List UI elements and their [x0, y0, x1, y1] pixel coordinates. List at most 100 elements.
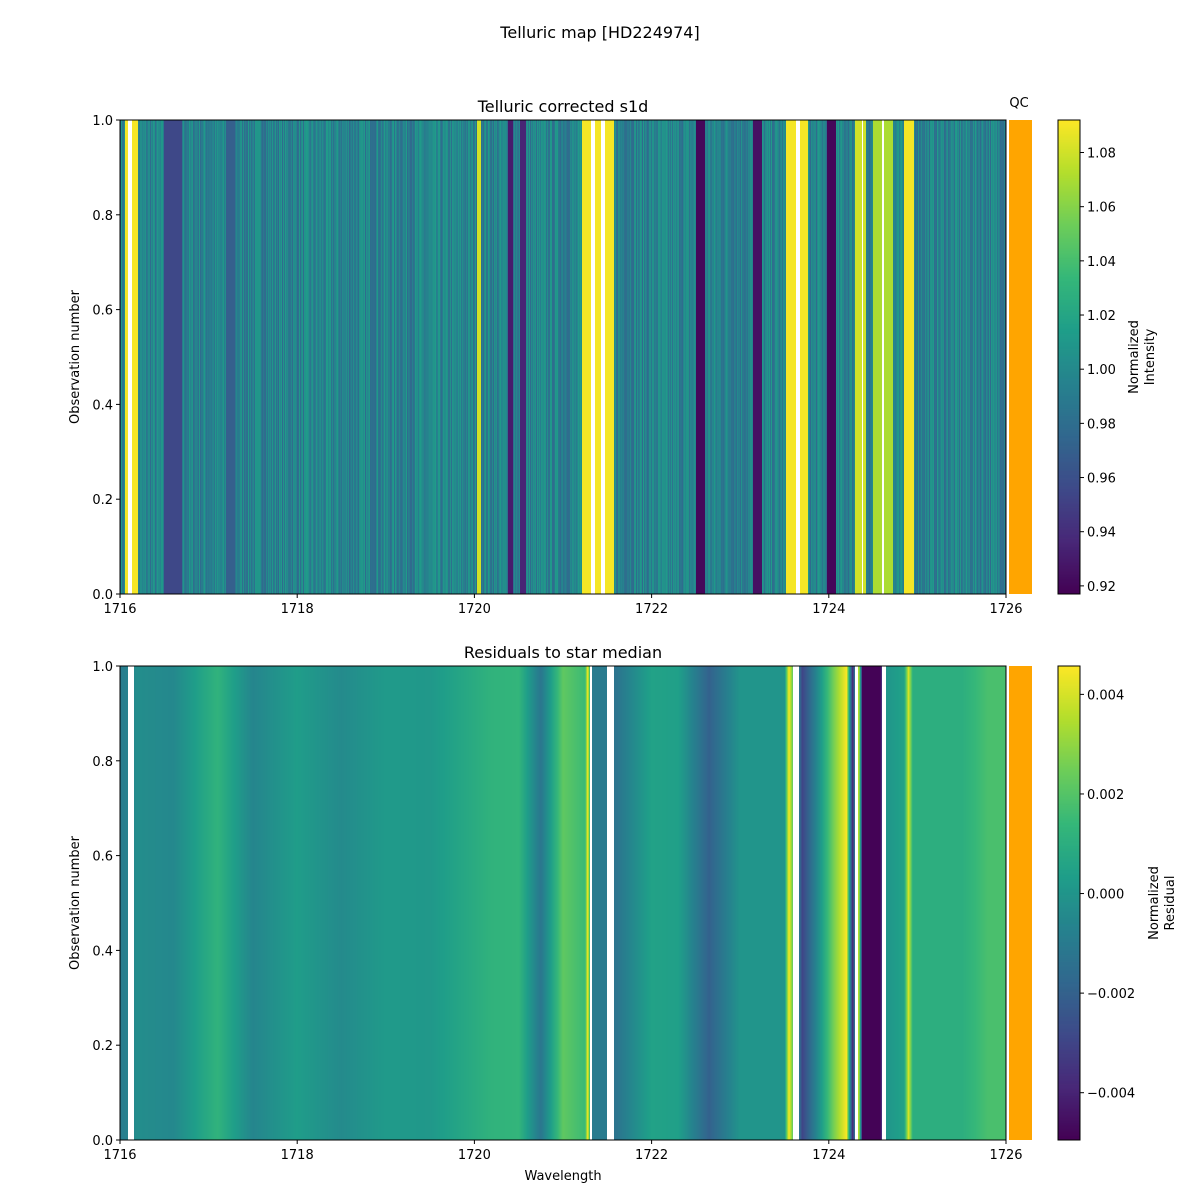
heatmap-column: [381, 666, 383, 1140]
heatmap-column: [401, 666, 403, 1140]
colorbar-segment: [1058, 586, 1080, 588]
heatmap-column: [773, 120, 775, 594]
heatmap-column: [206, 666, 208, 1140]
heatmap-column: [877, 666, 879, 1140]
heatmap-column: [811, 120, 813, 594]
colorbar-segment: [1058, 850, 1080, 852]
heatmap-column: [653, 120, 655, 594]
heatmap-column: [603, 666, 605, 1140]
heatmap-column: [611, 666, 613, 1140]
colorbar-segment: [1058, 143, 1080, 145]
colorbar-segment: [1058, 936, 1080, 938]
heatmap-column: [728, 666, 730, 1140]
heatmap-column: [825, 666, 827, 1140]
heatmap-column: [367, 666, 369, 1140]
heatmap-column: [205, 666, 207, 1140]
heatmap-column: [845, 666, 847, 1140]
colorbar-segment: [1058, 244, 1080, 246]
heatmap-column: [987, 120, 989, 594]
heatmap-column: [461, 666, 463, 1140]
heatmap-column: [391, 666, 393, 1140]
colorbar-segment: [1058, 372, 1080, 374]
colorbar-segment: [1058, 174, 1080, 176]
heatmap-column: [352, 666, 354, 1140]
heatmap-column: [570, 666, 572, 1140]
colorbar-segment: [1058, 694, 1080, 696]
colorbar-segment: [1058, 1082, 1080, 1084]
heatmap-column: [429, 120, 431, 594]
heatmap-column: [725, 120, 727, 594]
heatmap-column: [469, 120, 471, 594]
colorbar-segment: [1058, 382, 1080, 384]
colorbar-segment: [1058, 1022, 1080, 1024]
heatmap-column: [864, 666, 866, 1140]
heatmap-column: [627, 666, 629, 1140]
colorbar-segment: [1058, 995, 1080, 997]
colorbar-segment: [1058, 233, 1080, 235]
heatmap-column: [674, 666, 676, 1140]
y-tick-label: 0.4: [92, 398, 113, 413]
colorbar-segment: [1058, 782, 1080, 784]
heatmap-column: [225, 120, 227, 594]
colorbar-segment: [1058, 326, 1080, 328]
heatmap-column: [783, 120, 785, 594]
heatmap-column: [286, 666, 288, 1140]
heatmap-column: [973, 120, 975, 594]
heatmap-column: [838, 120, 840, 594]
heatmap-column: [896, 120, 898, 594]
colorbar-segment: [1058, 1109, 1080, 1111]
colorbar-segment: [1058, 315, 1080, 317]
heatmap-column: [657, 666, 659, 1140]
heatmap-column: [480, 666, 482, 1140]
colorbar-segment: [1058, 513, 1080, 515]
heatmap-column: [863, 120, 865, 594]
heatmap-column: [894, 666, 896, 1140]
colorbar-segment: [1058, 811, 1080, 813]
heatmap-column: [385, 120, 387, 594]
heatmap-column: [226, 666, 228, 1140]
heatmap-column: [963, 666, 965, 1140]
colorbar-segment: [1058, 450, 1080, 452]
heatmap-column: [793, 666, 795, 1140]
colorbar-segment: [1058, 582, 1080, 584]
heatmap-column: [777, 666, 779, 1140]
colorbar-segment: [1058, 789, 1080, 791]
colorbar-segment: [1058, 524, 1080, 526]
heatmap-column: [230, 666, 232, 1140]
heatmap-column: [250, 120, 252, 594]
heatmap-column: [972, 666, 974, 1140]
heatmap-column: [581, 120, 583, 594]
heatmap-column: [209, 120, 211, 594]
heatmap-column: [622, 120, 624, 594]
heatmap-column: [299, 666, 301, 1140]
heatmap-column: [773, 666, 775, 1140]
heatmap-column: [318, 120, 320, 594]
heatmap-column: [257, 666, 259, 1140]
heatmap-column: [975, 666, 977, 1140]
colorbar-segment: [1058, 134, 1080, 136]
colorbar-segment: [1058, 168, 1080, 170]
colorbar-segment: [1058, 350, 1080, 352]
heatmap-column: [1003, 666, 1005, 1140]
colorbar-segment: [1058, 316, 1080, 318]
colorbar-segment: [1058, 553, 1080, 555]
colorbar-segment: [1058, 841, 1080, 843]
colorbar-segment: [1058, 397, 1080, 399]
colorbar-segment: [1058, 184, 1080, 186]
heatmap-column: [415, 120, 417, 594]
colorbar-segment: [1058, 1053, 1080, 1055]
heatmap-column: [513, 666, 515, 1140]
colorbar-segment: [1058, 870, 1080, 872]
heatmap-column: [161, 120, 163, 594]
heatmap-column: [917, 666, 919, 1140]
heatmap-column: [382, 666, 384, 1140]
colorbar-segment: [1058, 435, 1080, 437]
heatmap-column: [705, 666, 707, 1140]
heatmap-column: [738, 666, 740, 1140]
heatmap-column: [690, 666, 692, 1140]
heatmap-column: [834, 120, 836, 594]
heatmap-column: [853, 120, 855, 594]
colorbar-segment: [1058, 849, 1080, 851]
figure-title: Telluric map [HD224974]: [499, 23, 699, 42]
